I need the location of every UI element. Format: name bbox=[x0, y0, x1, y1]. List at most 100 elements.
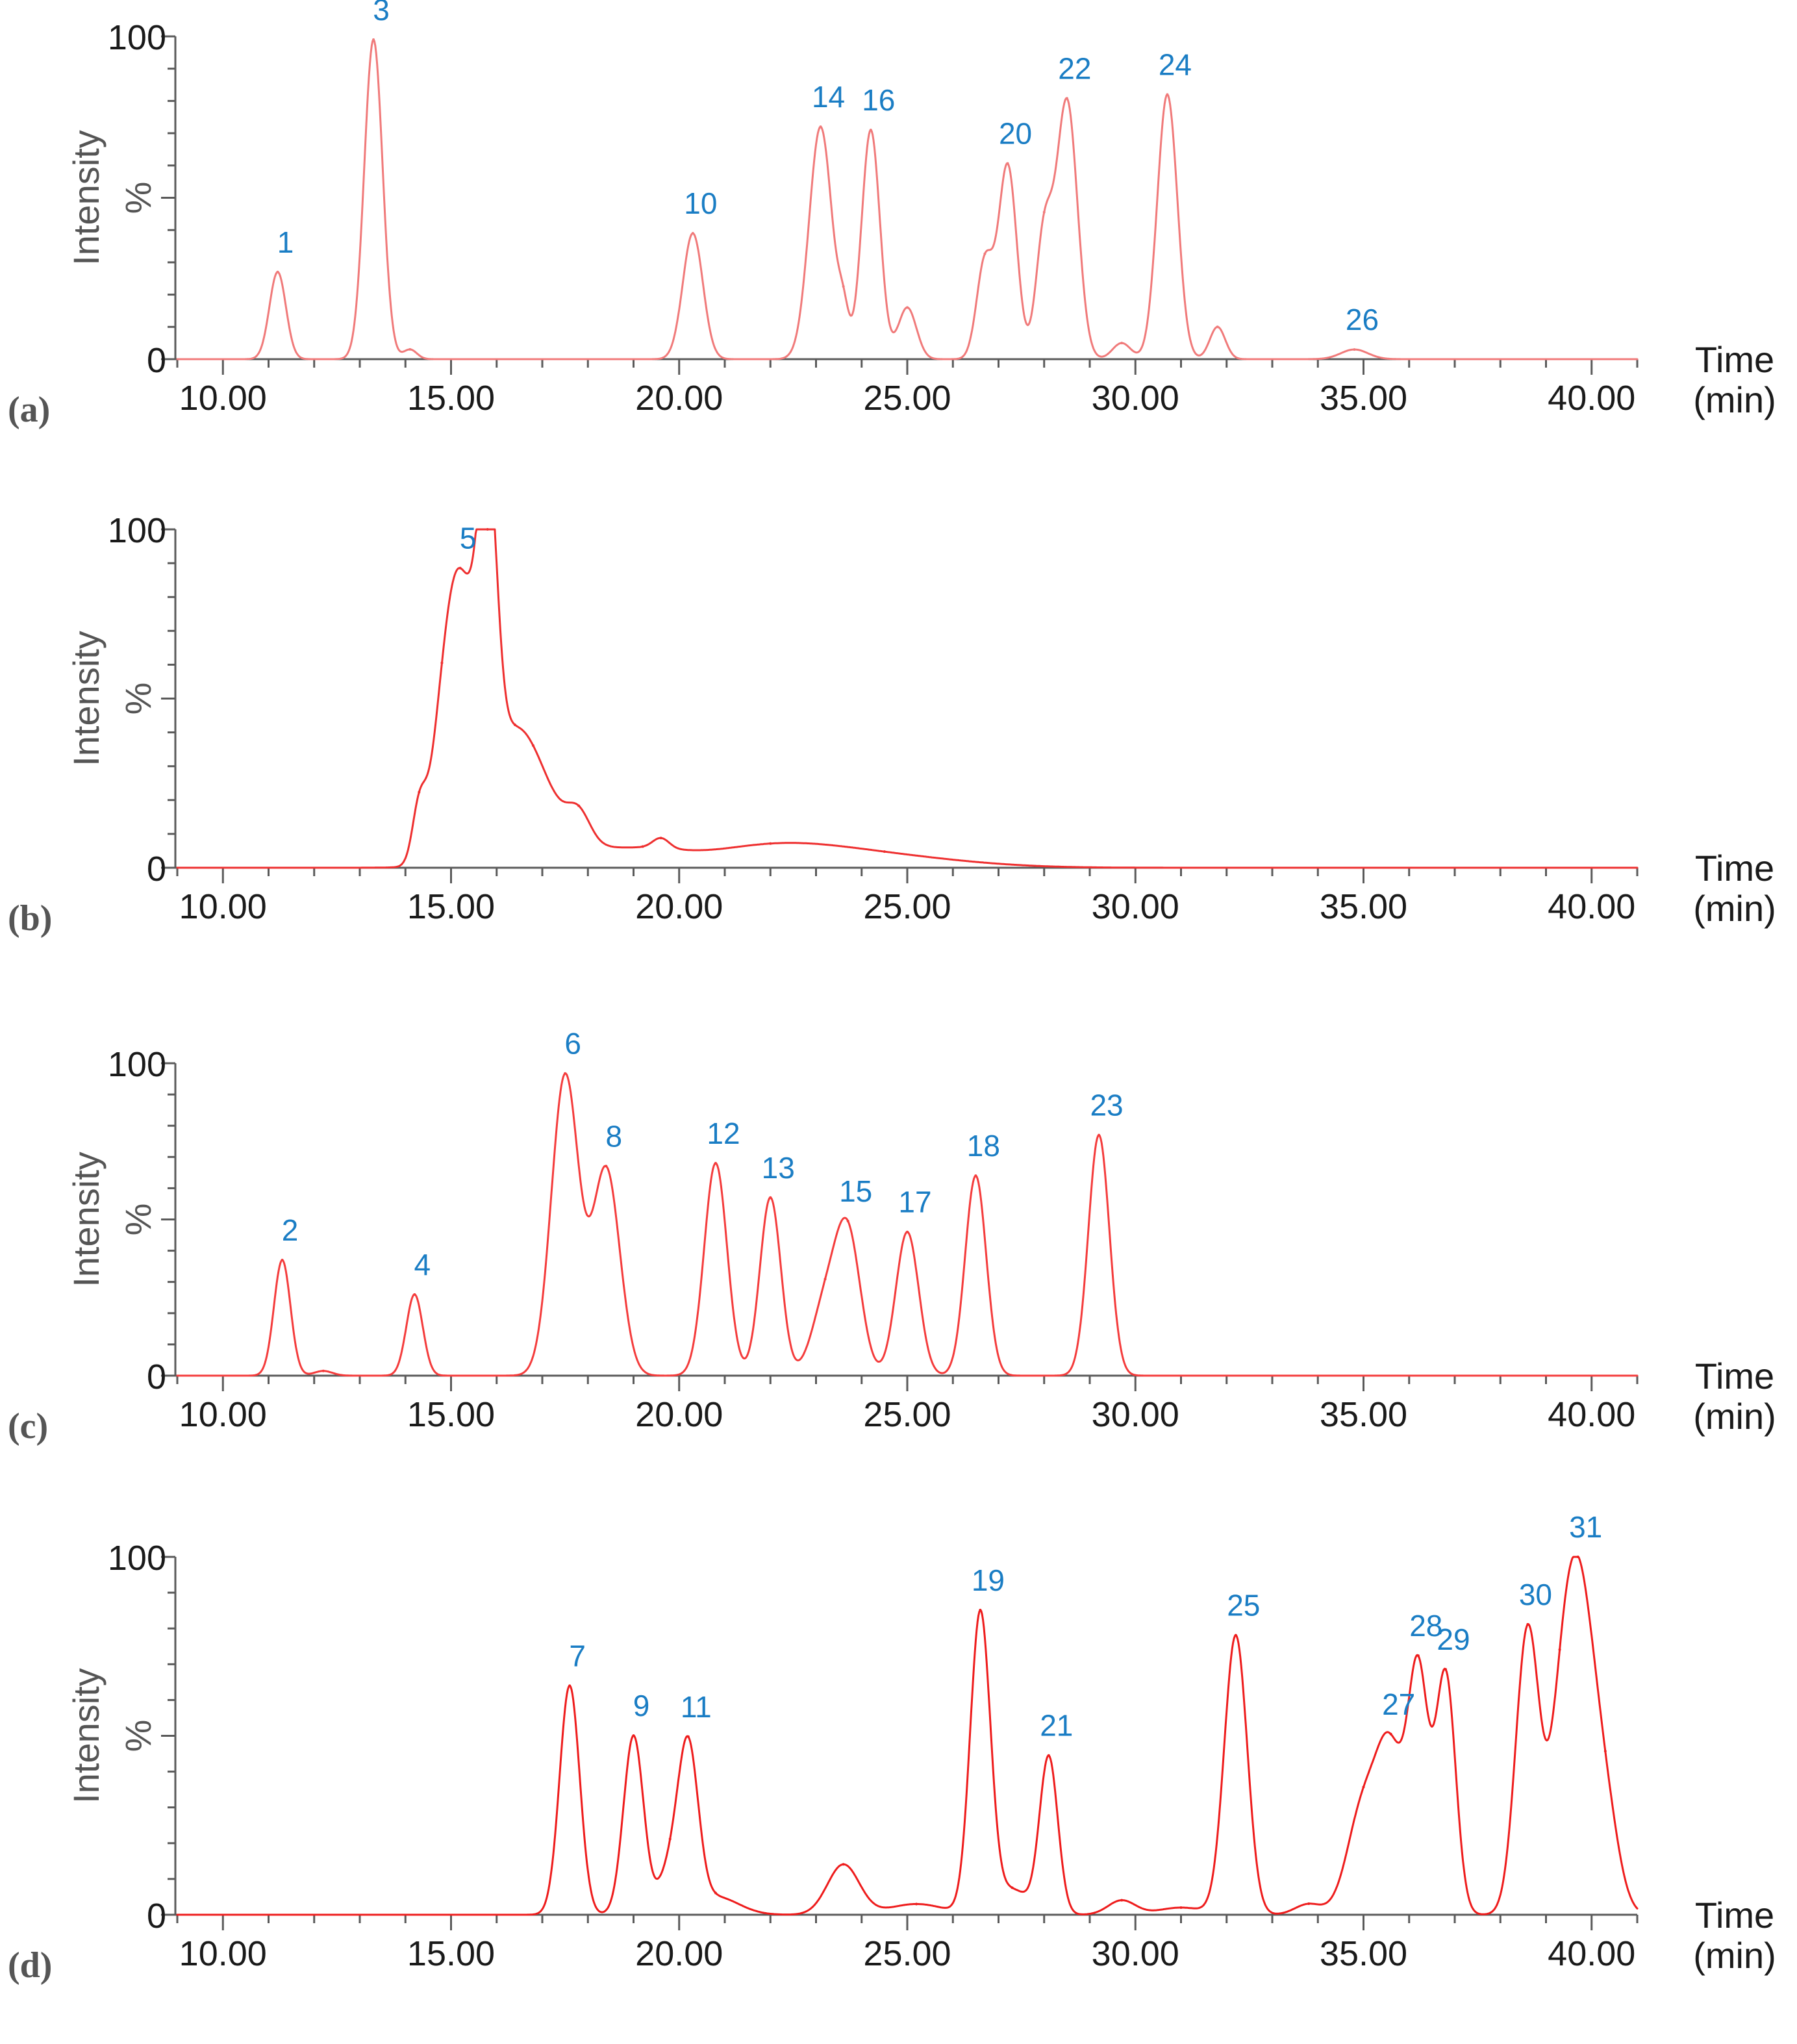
peak-label: 7 bbox=[569, 1639, 586, 1672]
peak-label: 23 bbox=[1090, 1089, 1123, 1122]
peak-label: 14 bbox=[812, 80, 845, 114]
x-tick-label: 30.00 bbox=[1092, 1934, 1179, 1973]
x-axis-title: Time bbox=[1695, 339, 1774, 380]
peak-apex-marker bbox=[686, 1735, 690, 1738]
peak-apex-marker bbox=[906, 1230, 909, 1233]
panel-label: (d) bbox=[8, 1945, 52, 1986]
peak-label: 2 bbox=[282, 1213, 299, 1247]
peak-apex-marker bbox=[769, 1196, 772, 1199]
chromatogram-trace bbox=[176, 38, 1639, 360]
chromatogram-trace bbox=[176, 1556, 1639, 1916]
peak-apex-marker bbox=[668, 1837, 672, 1841]
peak-label: 9 bbox=[633, 1689, 650, 1722]
x-tick-label: 15.00 bbox=[407, 887, 495, 926]
chromatogram-panel-c: 10.00 15.00 20.00 25.00 30.00 35.00 40.00 0 100 I… bbox=[8, 1027, 1776, 1446]
y-tick-label: 0 bbox=[147, 850, 166, 889]
peak-label: 5 bbox=[460, 522, 477, 555]
peak-apex-marker bbox=[281, 1259, 284, 1262]
peak-apex-marker bbox=[1120, 1899, 1124, 1902]
x-tick-label: 25.00 bbox=[863, 887, 951, 926]
peak-apex-marker bbox=[1120, 342, 1124, 345]
peak-apex-marker bbox=[531, 744, 534, 747]
y-tick-label: 100 bbox=[108, 1045, 166, 1084]
x-axis-unit: (min) bbox=[1693, 1396, 1776, 1437]
x-tick-label: 20.00 bbox=[635, 887, 723, 926]
peak-apex-marker bbox=[915, 1902, 918, 1906]
y-axis-unit: % bbox=[118, 182, 158, 214]
peak-apex-marker bbox=[276, 270, 279, 273]
peak-apex-marker bbox=[823, 1278, 827, 1281]
peak-apex-marker bbox=[486, 528, 489, 531]
x-axis-title: Time bbox=[1695, 848, 1774, 889]
peak-apex-marker bbox=[641, 845, 644, 848]
peak-label: 16 bbox=[862, 83, 895, 117]
peak-label: 31 bbox=[1569, 1510, 1602, 1544]
x-tick-label: 15.00 bbox=[407, 1934, 495, 1973]
x-tick-label: 35.00 bbox=[1320, 1934, 1407, 1973]
peak-apex-marker bbox=[459, 566, 462, 570]
chromatogram-trace bbox=[176, 1072, 1639, 1377]
peak-label: 29 bbox=[1437, 1622, 1470, 1656]
peak-apex-marker bbox=[321, 1369, 325, 1372]
x-tick-label: 35.00 bbox=[1320, 1395, 1407, 1434]
chromatogram-panel-b: 10.00 15.00 20.00 25.00 30.00 35.00 40.00 0 100 I… bbox=[8, 511, 1776, 939]
peak-apex-marker bbox=[1444, 1668, 1447, 1671]
x-tick-label: 15.00 bbox=[407, 1395, 495, 1434]
panel-label: (c) bbox=[8, 1406, 48, 1446]
peak-apex-marker bbox=[819, 125, 822, 129]
y-axis-title: Intensity bbox=[66, 1668, 107, 1804]
peak-label: 21 bbox=[1040, 1709, 1073, 1743]
x-tick-label: 30.00 bbox=[1092, 379, 1179, 418]
peak-apex-marker bbox=[906, 306, 909, 309]
y-tick-label: 0 bbox=[147, 1357, 166, 1396]
peak-apex-marker bbox=[1526, 1622, 1529, 1626]
x-tick-label: 10.00 bbox=[179, 887, 267, 926]
peak-apex-marker bbox=[1234, 1634, 1237, 1637]
peak-apex-marker bbox=[659, 837, 662, 840]
peak-label: 10 bbox=[684, 186, 717, 220]
peak-apex-marker bbox=[1166, 93, 1169, 96]
peak-label: 15 bbox=[839, 1174, 872, 1208]
peak-apex-marker bbox=[1047, 1754, 1050, 1757]
peak-apex-marker bbox=[1179, 1906, 1183, 1909]
peak-apex-marker bbox=[1307, 1902, 1311, 1906]
peak-apex-marker bbox=[1389, 1732, 1392, 1735]
peak-apex-marker bbox=[440, 661, 444, 664]
peak-apex-marker bbox=[418, 790, 421, 794]
x-tick-label: 20.00 bbox=[635, 1934, 723, 1973]
panel-label: (b) bbox=[8, 898, 52, 939]
peak-apex-marker bbox=[1042, 210, 1046, 214]
x-tick-label: 10.00 bbox=[179, 1934, 267, 1973]
peak-apex-marker bbox=[842, 285, 845, 288]
peak-apex-marker bbox=[372, 38, 375, 41]
peak-apex-marker bbox=[564, 1072, 567, 1075]
peak-apex-marker bbox=[1416, 1654, 1420, 1658]
chromatogram-panel-a: 10.00 15.00 20.00 25.00 30.00 35.00 40.00 0 100 I… bbox=[8, 0, 1776, 430]
peak-apex-marker bbox=[1353, 348, 1356, 351]
peak-label: 11 bbox=[681, 1690, 712, 1724]
peak-apex-marker bbox=[769, 842, 772, 845]
chromatogram-trace bbox=[176, 528, 1639, 869]
peak-apex-marker bbox=[1216, 325, 1219, 329]
peak-apex-marker bbox=[883, 850, 886, 853]
peak-apex-marker bbox=[714, 1161, 717, 1165]
y-tick-label: 100 bbox=[108, 1539, 166, 1578]
peak-apex-marker bbox=[408, 347, 412, 351]
y-axis-unit: % bbox=[118, 683, 158, 715]
peak-label: 30 bbox=[1519, 1578, 1552, 1611]
x-tick-label: 10.00 bbox=[179, 379, 267, 418]
y-axis-title: Intensity bbox=[66, 631, 107, 766]
peak-label: 6 bbox=[564, 1027, 581, 1061]
x-tick-label: 35.00 bbox=[1320, 379, 1407, 418]
y-axis-unit: % bbox=[118, 1720, 158, 1752]
x-tick-label: 25.00 bbox=[863, 1934, 951, 1973]
peak-apex-marker bbox=[413, 1293, 416, 1296]
peak-apex-marker bbox=[1006, 162, 1009, 165]
x-tick-label: 40.00 bbox=[1548, 1934, 1635, 1973]
x-tick-label: 40.00 bbox=[1548, 1395, 1635, 1434]
peak-apex-marker bbox=[632, 1734, 635, 1737]
x-axis-unit: (min) bbox=[1693, 888, 1776, 929]
y-tick-label: 0 bbox=[147, 341, 166, 380]
peak-label: 13 bbox=[762, 1151, 795, 1185]
x-tick-label: 25.00 bbox=[863, 1395, 951, 1434]
